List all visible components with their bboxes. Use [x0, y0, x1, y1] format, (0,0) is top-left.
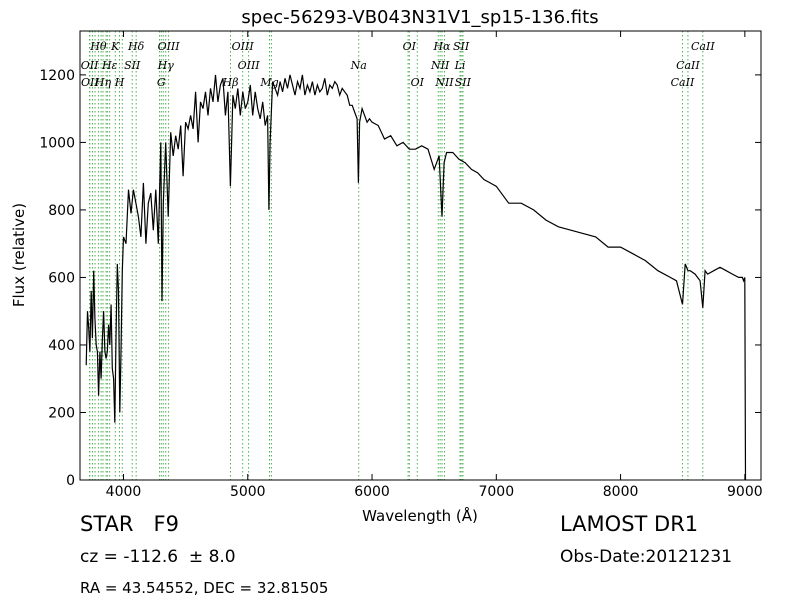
line-label: Mg: [259, 76, 278, 89]
spectral-line-markers: [89, 31, 704, 480]
line-label: Hβ: [222, 76, 239, 89]
chart-title: spec-56293-VB043N31V1_sp15-136.fits: [241, 7, 598, 28]
line-label: Hδ: [127, 40, 145, 53]
line-label: OII: [81, 76, 99, 89]
line-label: OII: [81, 59, 99, 72]
line-label: G: [157, 76, 166, 89]
y-tick-label: 0: [66, 473, 75, 489]
object-class: STAR F9: [80, 512, 179, 536]
x-tick-label: 8000: [603, 484, 639, 500]
line-label: CaII: [691, 40, 715, 53]
line-label: Hη: [94, 76, 112, 89]
x-tick-label: 5000: [230, 484, 266, 500]
line-label: Hα: [432, 40, 451, 53]
line-label: OI: [411, 76, 425, 89]
plot-frame: [79, 30, 762, 481]
line-label: K: [110, 40, 120, 53]
line-label: SII: [455, 76, 472, 89]
line-label: Hγ: [157, 59, 175, 72]
redshift-value: cz = -112.6 ± 8.0: [80, 547, 236, 567]
y-axis: 0 200 400 600 800 1000 1200: [39, 68, 761, 489]
x-tick-label: 6000: [354, 484, 390, 500]
y-tick-label: 200: [48, 405, 75, 421]
coordinates: RA = 43.54552, DEC = 32.81505: [80, 579, 329, 597]
survey-name: LAMOST DR1: [560, 512, 699, 536]
line-label: H: [114, 76, 125, 89]
y-tick-label: 800: [48, 203, 75, 219]
line-label: OI: [403, 40, 417, 53]
line-label: OIII: [158, 40, 181, 53]
line-label: SII: [124, 59, 141, 72]
line-label: Li: [454, 59, 466, 72]
line-label: NII: [434, 76, 454, 89]
y-tick-label: 600: [48, 270, 75, 286]
obs-date: Obs-Date:20121231: [560, 547, 733, 567]
x-axis: 4000 5000 6000 7000 8000 9000: [106, 31, 763, 500]
x-axis-label: Wavelength (Å): [362, 506, 478, 525]
line-label: Hε: [101, 59, 118, 72]
x-tick-label: 7000: [478, 484, 514, 500]
y-tick-label: 1000: [39, 135, 75, 151]
x-tick-label: 9000: [727, 484, 763, 500]
line-label: OIII: [238, 59, 261, 72]
line-label: OIII: [232, 40, 255, 53]
line-label: CaII: [671, 76, 695, 89]
spectrum-line: [85, 74, 747, 481]
line-label: CaII: [676, 59, 700, 72]
y-tick-label: 400: [48, 338, 75, 354]
line-label: Na: [350, 59, 367, 72]
line-label: Hθ: [89, 40, 107, 53]
line-label: NII: [430, 59, 450, 72]
y-tick-label: 1200: [39, 68, 75, 84]
line-label: SII: [453, 40, 470, 53]
x-tick-label: 4000: [106, 484, 142, 500]
y-axis-label: Flux (relative): [10, 203, 28, 307]
